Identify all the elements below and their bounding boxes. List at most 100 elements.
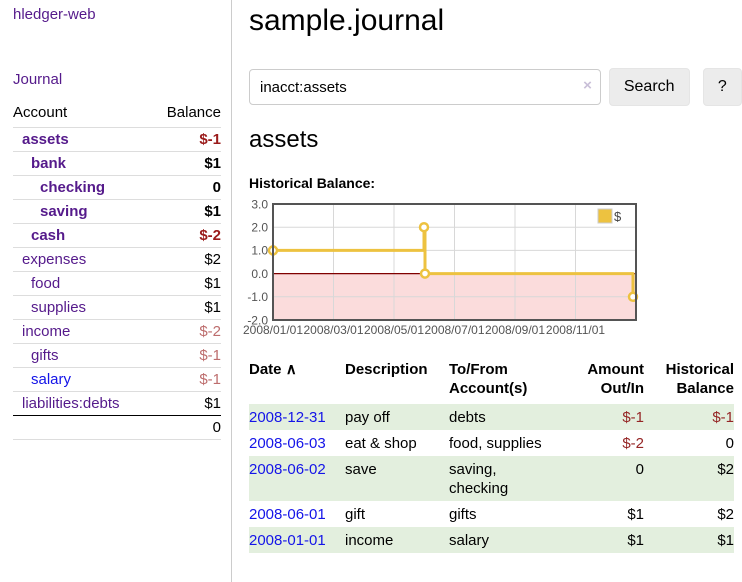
col-accounts-label-line1: To/From	[449, 361, 508, 378]
y-tick: 1.0	[251, 244, 268, 258]
chart-title: Historical Balance:	[249, 175, 376, 191]
clear-search-icon[interactable]: ×	[583, 77, 592, 94]
register-col-date[interactable]: Date ∧	[249, 360, 345, 404]
help-button[interactable]: ?	[702, 68, 742, 106]
account-balance: $1	[150, 391, 221, 416]
accounts-header-row: Account Balance	[13, 104, 221, 128]
accounts-table: Account Balance assets $-1 bank $1 check…	[13, 104, 221, 440]
account-link-cash[interactable]: cash	[31, 227, 66, 244]
account-link-supplies[interactable]: supplies	[31, 299, 87, 316]
legend-swatch	[597, 208, 613, 224]
transaction-amount: $1	[627, 506, 644, 523]
transaction-amount: 0	[635, 461, 644, 478]
transaction-date-link[interactable]: 2008-06-02	[249, 461, 326, 478]
account-row: liabilities:debts $1	[13, 391, 221, 416]
y-tick: -2.0	[247, 313, 268, 327]
col-balance-label-line1: Historical	[665, 361, 734, 378]
x-tick: 2008/07/01	[424, 323, 484, 337]
account-balance: $-1	[150, 367, 221, 392]
account-row: saving $1	[13, 199, 221, 224]
transaction-balance: $2	[717, 461, 734, 478]
y-axis-labels: 3.0 2.0 1.0 0.0 -1.0 -2.0	[247, 200, 268, 327]
account-heading: assets	[249, 126, 319, 153]
col-accounts-label-line2: Account(s)	[449, 380, 528, 397]
search-button[interactable]: Search	[608, 68, 690, 106]
account-balance: $1	[150, 199, 221, 224]
col-date-label: Date	[249, 361, 282, 378]
plot-border	[272, 203, 637, 321]
transaction-description: eat & shop	[345, 435, 417, 452]
account-link-saving[interactable]: saving	[40, 203, 88, 220]
account-balance: $1	[150, 151, 221, 176]
account-balance: $-2	[150, 223, 221, 248]
account-row: food $1	[13, 271, 221, 296]
sort-ascending-icon: ∧	[285, 361, 297, 378]
brand-link[interactable]: hledger-web	[13, 6, 96, 23]
register-row: 2008-06-03 eat & shop food, supplies $-2…	[249, 430, 734, 456]
account-row: expenses $2	[13, 247, 221, 272]
transaction-description: save	[345, 461, 377, 478]
register-col-amount: Amount Out/In	[559, 360, 644, 404]
account-row: salary $-1	[13, 367, 221, 392]
register-header-row: Date ∧ Description To/From Account(s) Am…	[249, 360, 734, 404]
main-content: sample.journal × Search ? assets Histori…	[243, 0, 742, 553]
legend-label: $	[614, 209, 622, 224]
accounts-total-row: 0	[13, 415, 221, 440]
account-link-gifts[interactable]: gifts	[31, 347, 59, 364]
transaction-date-link[interactable]: 2008-12-31	[249, 409, 326, 426]
sidebar-nav: Journal	[13, 71, 221, 89]
search-form: × Search ?	[249, 68, 742, 106]
chart-legend: $	[597, 208, 622, 224]
account-link-food[interactable]: food	[31, 275, 61, 292]
x-tick: 2008/01/01	[243, 323, 303, 337]
col-balance-label-line2: Balance	[676, 380, 734, 397]
transaction-balance: 0	[725, 435, 734, 452]
transaction-description: gift	[345, 506, 366, 523]
transaction-accounts: food, supplies	[449, 435, 542, 452]
register-table: Date ∧ Description To/From Account(s) Am…	[249, 360, 734, 553]
sidebar-item-journal[interactable]: Journal	[13, 71, 63, 88]
account-link-expenses[interactable]: expenses	[22, 251, 87, 268]
y-tick: 3.0	[251, 200, 268, 212]
x-tick: 2008/03/01	[303, 323, 363, 337]
transaction-description: income	[345, 532, 394, 549]
transaction-date-link[interactable]: 2008-06-03	[249, 435, 326, 452]
x-axis-labels: 2008/01/01 2008/03/01 2008/05/01 2008/07…	[243, 323, 605, 337]
y-tick: 2.0	[251, 221, 268, 235]
transaction-balance: $-1	[712, 409, 734, 426]
account-link-liabilities-debts[interactable]: liabilities:debts	[22, 395, 120, 412]
account-row: gifts $-1	[13, 343, 221, 368]
transaction-accounts: debts	[449, 409, 486, 426]
register-row: 2008-01-01 income salary $1 $1	[249, 527, 734, 553]
brand: hledger-web	[13, 6, 221, 24]
accounts-col-balance: Balance	[150, 104, 221, 128]
account-link-salary[interactable]: salary	[31, 371, 72, 388]
col-amount-label-line1: Amount	[587, 361, 644, 378]
account-balance: $-1	[150, 343, 221, 368]
transaction-amount: $1	[627, 532, 644, 549]
historical-balance-chart: $ 3.0 2.0 1.0 0.0 -1.0 -2.0 2008/01/01 2…	[243, 200, 639, 337]
y-tick: 0.0	[251, 267, 268, 281]
account-row: supplies $1	[13, 295, 221, 320]
data-point	[418, 221, 430, 233]
account-link-bank[interactable]: bank	[31, 155, 67, 172]
y-tick: -1.0	[247, 290, 268, 304]
account-link-income[interactable]: income	[22, 323, 71, 340]
transaction-date-link[interactable]: 2008-06-01	[249, 506, 326, 523]
register-row: 2008-12-31 pay off debts $-1 $-1	[249, 404, 734, 430]
account-row: bank $1	[13, 151, 221, 176]
search-input[interactable]	[249, 69, 601, 105]
transaction-balance: $1	[717, 532, 734, 549]
x-tick: 2008/05/01	[364, 323, 424, 337]
account-row: assets $-1	[13, 127, 221, 152]
transaction-date-link[interactable]: 2008-01-01	[249, 532, 326, 549]
x-tick: 2008/09/01	[485, 323, 545, 337]
register-row: 2008-06-02 save saving, checking 0 $2	[249, 456, 734, 501]
transaction-accounts: saving, checking	[449, 461, 509, 497]
account-link-assets[interactable]: assets	[22, 131, 69, 148]
sidebar: hledger-web Journal Account Balance asse…	[0, 0, 232, 582]
accounts-total-balance: 0	[150, 415, 221, 440]
data-point	[419, 268, 431, 279]
transaction-description: pay off	[345, 409, 390, 426]
account-link-checking[interactable]: checking	[40, 179, 106, 196]
